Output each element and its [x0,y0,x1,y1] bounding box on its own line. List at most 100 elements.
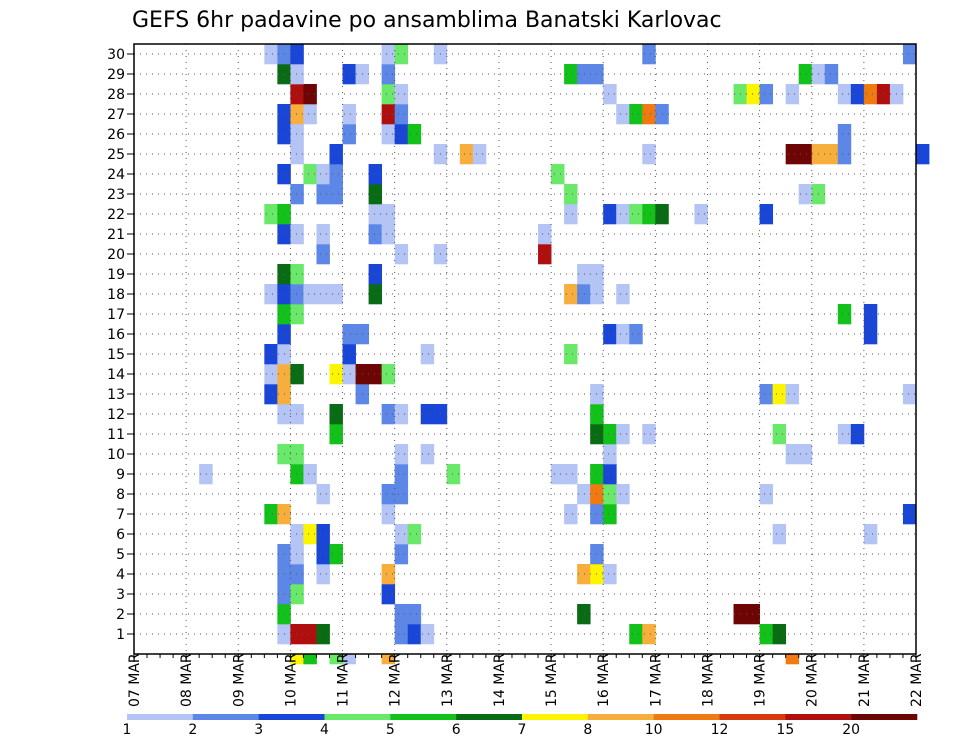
heatmap-cell [368,184,383,205]
heatmap-cell [824,144,839,165]
heatmap-cell [290,64,304,85]
y-tick-label: 17 [107,307,125,323]
heatmap-cell [394,624,409,645]
heatmap-cell [303,624,317,645]
heatmap-cell [394,104,409,125]
color-legend: 1 2 3 4 5 6 7 8 10 12 15 20 [123,714,918,738]
heatmap-cell [772,524,787,545]
heatmap-cell [642,144,656,165]
x-tick-label: 21 MAR [857,653,873,707]
heatmap-cell [316,184,330,205]
heatmap-cell [538,224,552,245]
heatmap-cell [577,564,591,585]
y-tick-label: 23 [107,187,125,203]
heatmap-cell [316,244,330,265]
heatmap-cell [381,84,396,105]
heatmap-cell [642,624,656,645]
heatmap-cell [798,64,813,85]
heatmap-cell [303,284,317,305]
legend-swatch [522,714,589,720]
heatmap-cell [303,654,317,665]
x-tick-label: 09 MAR [231,653,247,707]
heatmap-cell [538,244,552,265]
heatmap-cell [290,464,304,485]
heatmap-cell [394,444,409,465]
heatmap-cell [603,504,617,525]
heatmap-cell [303,104,317,125]
y-tick-label: 29 [107,67,125,83]
chart-title: GEFS 6hr padavine po ansamblima Banatski… [132,8,722,33]
heatmap-cell [329,544,343,565]
heatmap-cell [616,324,630,345]
legend-swatch [851,714,918,720]
y-tick-label: 13 [107,387,125,403]
y-tick-label: 12 [107,407,125,423]
heatmap-cell [902,504,917,525]
heatmap-cell [394,244,409,265]
heatmap-cell [785,144,800,165]
heatmap-cell [577,264,591,285]
heatmap-cell [564,344,578,365]
heatmap-cell [837,84,852,105]
heatmap-cell [785,444,800,465]
heatmap-cell [368,204,383,225]
heatmap-cell [316,564,330,585]
heatmap-cell [798,184,813,205]
heatmap-cell [316,624,330,645]
heatmap-cell [446,464,461,485]
heatmap-cell [290,184,304,205]
heatmap-cell [616,104,630,125]
heatmap-cell [407,604,422,625]
heatmap-cell [264,44,278,65]
y-tick-label: 10 [107,447,125,463]
y-tick-label: 25 [107,147,125,163]
heatmap-cell [603,484,617,505]
heatmap-cell [290,104,304,125]
heatmap-cell [381,124,396,145]
heatmap-cell [837,124,852,145]
heatmap-cell [772,384,787,405]
legend-label: 1 [123,722,132,738]
heatmap-cell [394,484,409,505]
heatmap-cell [381,564,396,585]
legend-label: 15 [776,722,794,738]
heatmap-cell [342,324,356,345]
x-tick-label: 12 MAR [388,653,404,707]
heatmap-cell [368,264,383,285]
legend-label: 6 [452,722,461,738]
heatmap-cell [290,304,304,325]
heatmap-cell [329,144,343,165]
heatmap-cell [850,84,865,105]
heatmap-cell [564,464,578,485]
legend-label: 3 [254,722,263,738]
heatmap-cell [290,364,304,385]
x-tick-label: 16 MAR [596,653,612,707]
legend-swatch [785,714,852,720]
heatmap-cell [759,384,774,405]
heatmap-cell [577,604,591,625]
heatmap-cell [368,284,383,305]
y-tick-label: 5 [116,547,125,563]
heatmap-cell [564,64,578,85]
heatmap-cell [381,584,396,605]
heatmap-cell [916,144,930,165]
heatmap-cell [603,424,617,445]
heatmap-cell [303,84,317,105]
heatmap-cell [316,524,330,545]
x-tick-label: 10 MAR [283,653,299,707]
heatmap-cell [394,404,409,425]
y-tick-label: 18 [107,287,125,303]
heatmap-cell [329,424,343,445]
heatmap-cell [577,484,591,505]
y-tick-label: 3 [116,587,125,603]
heatmap-cell [551,164,565,185]
heatmap-cell [759,484,774,505]
x-tick-label: 14 MAR [492,653,508,707]
heatmap-cell [902,384,917,405]
heatmap-cell [329,654,343,665]
y-tick-label: 14 [107,367,125,383]
heatmap-cell [290,544,304,565]
grid-lines [134,44,916,654]
heatmap-cell [863,524,878,545]
heatmap-cell [381,404,396,425]
